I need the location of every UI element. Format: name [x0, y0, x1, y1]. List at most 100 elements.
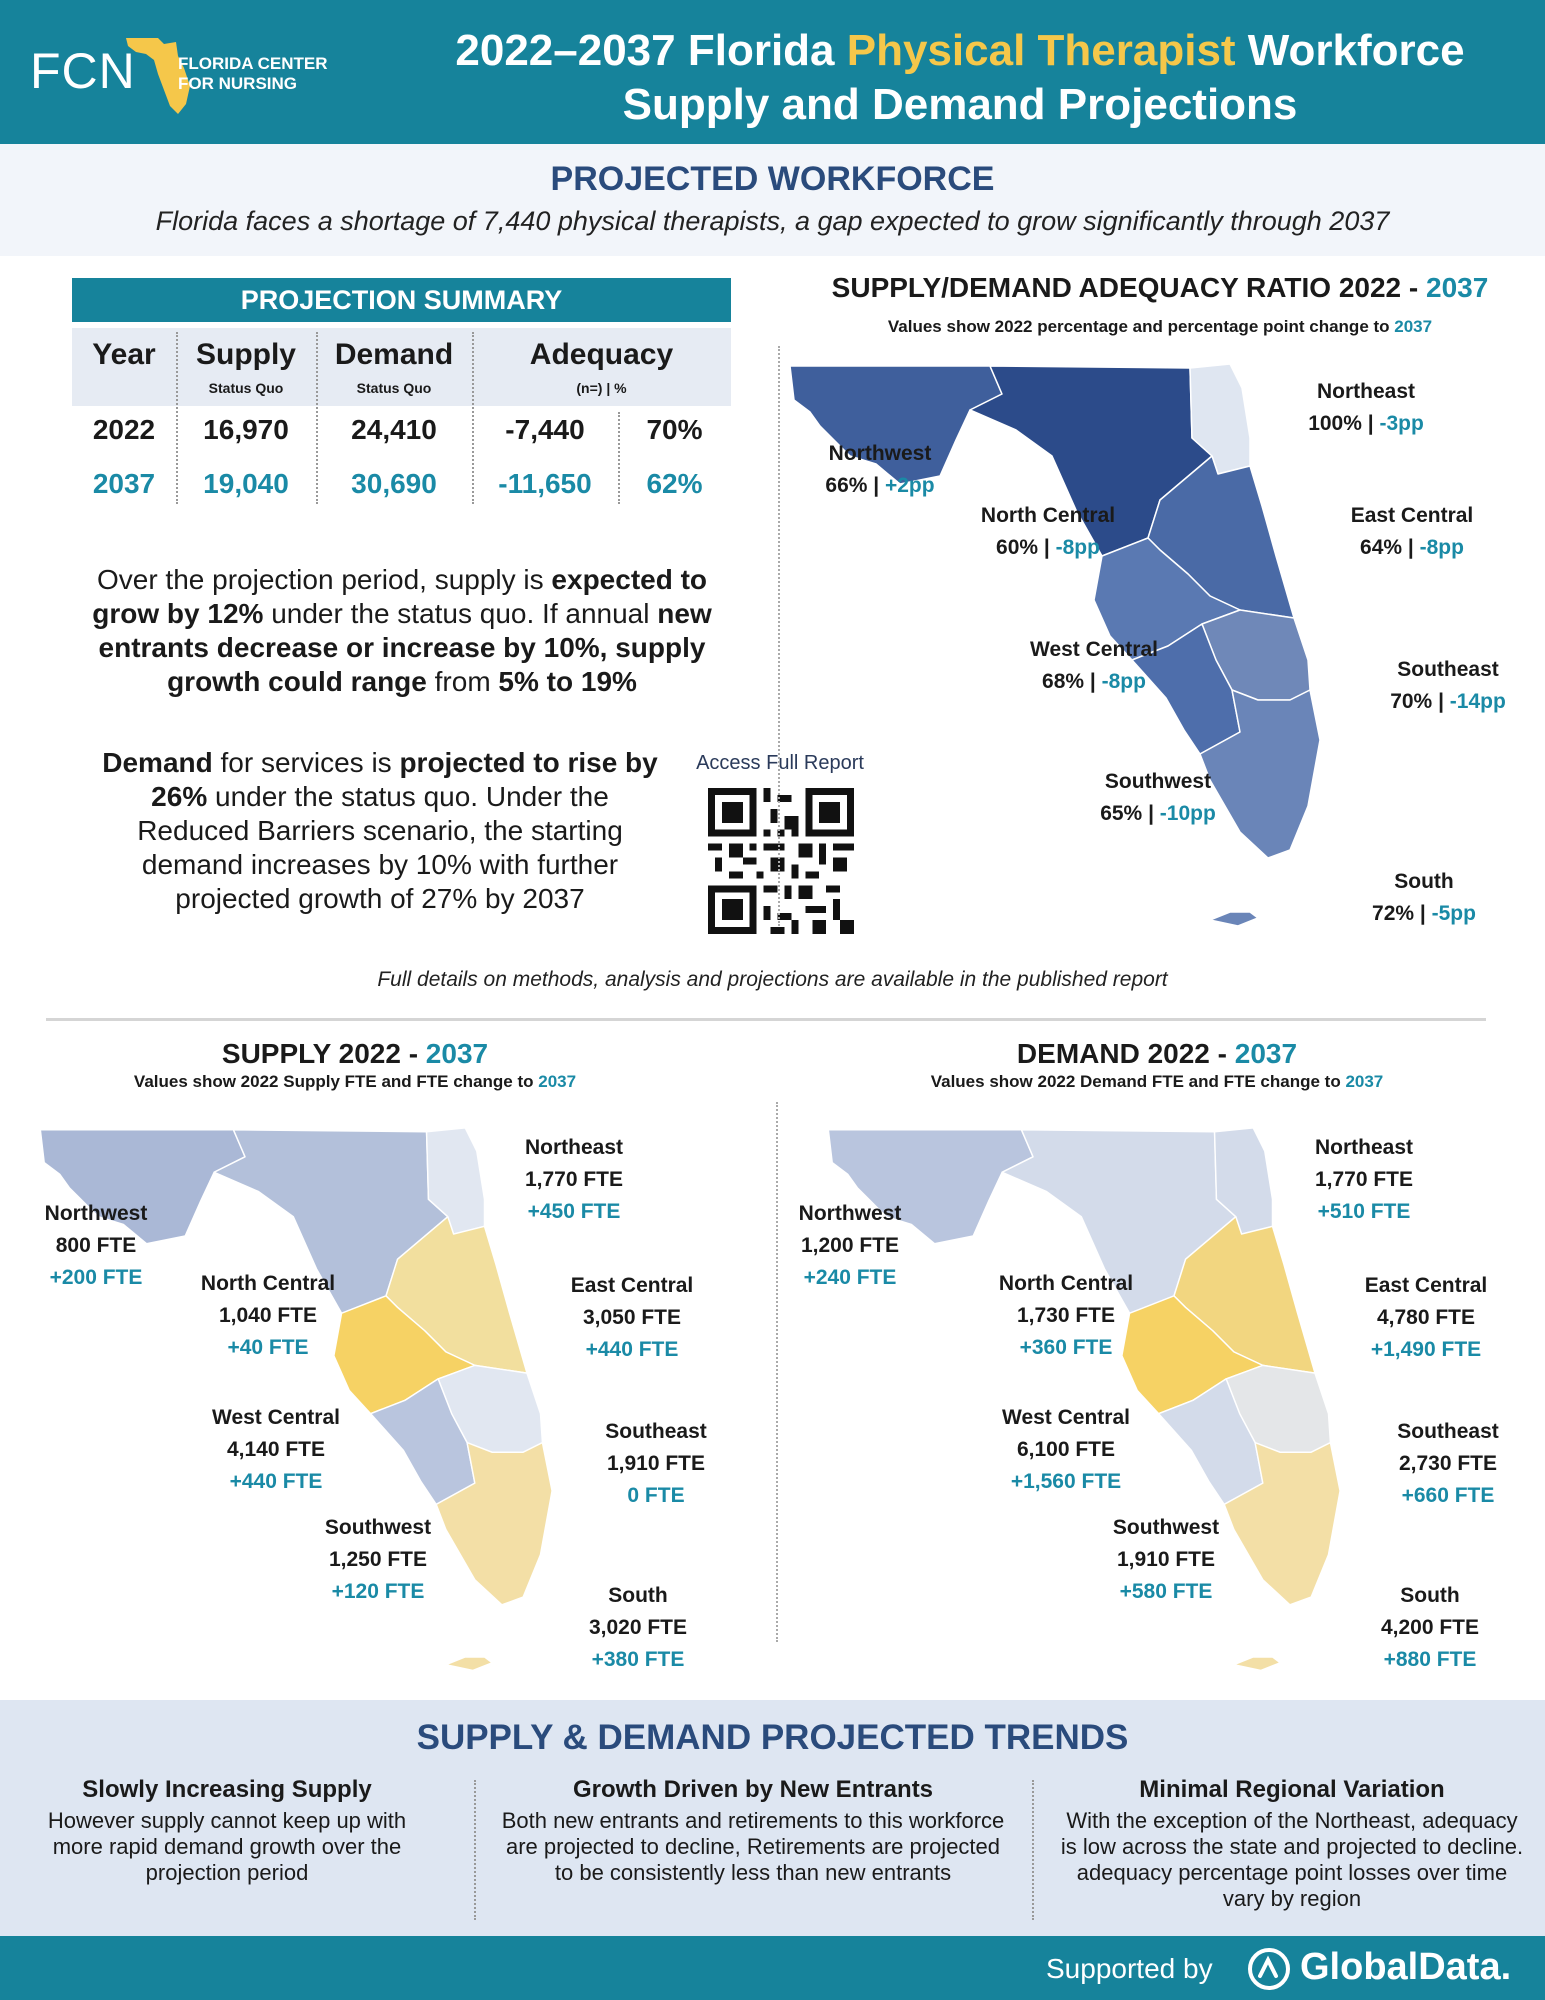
- region-label-southeast: Southeast 1,910 FTE 0 FTE: [576, 1416, 736, 1512]
- region-keys: [1209, 911, 1259, 927]
- divider: [474, 1780, 476, 1920]
- region-label-south: South 4,200 FTE +880 FTE: [1350, 1580, 1510, 1676]
- region-name: Southeast: [1397, 1420, 1499, 1443]
- demand-subtitle: Values show 2022 Demand FTE and FTE chan…: [862, 1072, 1452, 1092]
- region-change: +360 FTE: [1019, 1336, 1113, 1359]
- region-change: -8pp: [1419, 536, 1464, 559]
- region-value: 60% |: [996, 536, 1056, 559]
- table-cell: 16,970: [203, 414, 289, 445]
- footnote: Full details on methods, analysis and pr…: [377, 968, 1168, 991]
- qr-label: Access Full Report: [696, 752, 864, 774]
- region-name: Southwest: [1112, 1516, 1220, 1539]
- region-label-north-central: North Central 60% | -8pp: [968, 500, 1128, 564]
- region-change: +2pp: [884, 474, 935, 497]
- region-label-north-central: North Central 1,040 FTE +40 FTE: [188, 1268, 348, 1364]
- region-change: +40 FTE: [227, 1336, 309, 1359]
- trend-body: Both new entrants and retirements to thi…: [501, 1808, 1005, 1885]
- adequacy-map: [789, 363, 1321, 927]
- globaldata-logo-icon: [1248, 1948, 1290, 1990]
- region-name: North Central: [980, 504, 1116, 527]
- region-change: -10pp: [1159, 802, 1216, 825]
- region-value: 66% |: [825, 474, 885, 497]
- logo-line-1: FLORIDA CENTER: [178, 54, 328, 73]
- region-change: -8pp: [1055, 536, 1100, 559]
- header-adequacy: Adequacy: [529, 338, 674, 371]
- page-title-line-2: Supply and Demand Projections: [622, 80, 1298, 129]
- region-name: Northeast: [1314, 1136, 1414, 1159]
- region-name: West Central: [212, 1406, 340, 1429]
- adequacy-title-text: SUPPLY/DEMAND ADEQUACY RATIO 2022 -: [831, 272, 1427, 303]
- subheader-supply: Status Quo: [208, 380, 284, 396]
- region-change: +510 FTE: [1317, 1200, 1411, 1223]
- region-change: -8pp: [1101, 670, 1146, 693]
- divider: [778, 346, 780, 926]
- region-name: Northeast: [524, 1136, 624, 1159]
- region-south: [1223, 1441, 1341, 1606]
- region-value: 3,020 FTE: [588, 1616, 688, 1639]
- summary-header-bg: [72, 328, 731, 406]
- globaldata-brand[interactable]: GlobalData.: [1300, 1946, 1512, 1988]
- demand-map: [827, 1127, 1341, 1672]
- region-name: Southwest: [1104, 770, 1212, 793]
- title-highlight: Physical Therapist: [846, 26, 1236, 75]
- region-label-southwest: Southwest 1,910 FTE +580 FTE: [1086, 1512, 1246, 1608]
- region-change: +240 FTE: [803, 1266, 897, 1289]
- para-text: Over the projection period, supply is: [96, 564, 552, 595]
- supply-subtitle: Values show 2022 Supply FTE and FTE chan…: [60, 1072, 650, 1092]
- region-value: 4,140 FTE: [226, 1438, 326, 1461]
- region-label-northwest: Northwest 800 FTE +200 FTE: [16, 1198, 176, 1294]
- demand-paragraph: Demand for services is projected to rise…: [100, 746, 660, 916]
- adequacy-title: SUPPLY/DEMAND ADEQUACY RATIO 2022 - 2037: [790, 272, 1530, 304]
- qr-code-icon[interactable]: [708, 788, 854, 934]
- adequacy-subtitle: Values show 2022 percentage and percenta…: [790, 317, 1530, 337]
- region-name: West Central: [1030, 638, 1158, 661]
- region-label-southeast: Southeast 70% | -14pp: [1368, 654, 1528, 718]
- region-name: Southeast: [1397, 658, 1499, 681]
- region-value: 64% |: [1360, 536, 1420, 559]
- para-text: under the status quo. Under the Reduced …: [137, 781, 623, 914]
- region-label-east-central: East Central 3,050 FTE +440 FTE: [552, 1270, 712, 1366]
- page-title: 2022–2037 Florida Physical Therapist Wor…: [400, 26, 1520, 76]
- region-value: 3,050 FTE: [582, 1306, 682, 1329]
- region-change: +120 FTE: [331, 1580, 425, 1603]
- region-value: 65% |: [1100, 802, 1160, 825]
- table-cell: -7,440: [505, 414, 585, 445]
- region-label-south: South 3,020 FTE +380 FTE: [558, 1580, 718, 1676]
- trend-item: Slowly Increasing Supply However supply …: [20, 1776, 434, 1886]
- region-value: 100% |: [1308, 412, 1380, 435]
- region-value: 70% |: [1390, 690, 1450, 713]
- supply-map: [39, 1127, 553, 1672]
- supply-title: SUPPLY 2022 - 2037: [60, 1038, 650, 1070]
- logo: FCN FLORIDA CENTER FOR NURSING: [24, 30, 354, 116]
- region-label-northeast: Northeast 100% | -3pp: [1286, 376, 1446, 440]
- region-name: Northwest: [828, 442, 932, 465]
- adequacy-subtitle-text: Values show 2022 percentage and percenta…: [887, 317, 1395, 336]
- col-divider: [316, 332, 318, 504]
- summary-table: Year Supply Status Quo Demand Status Quo…: [72, 328, 731, 508]
- para-text: under the status quo. If annual: [263, 598, 658, 629]
- region-change: +440 FTE: [585, 1338, 679, 1361]
- supported-by-text: Supported by: [1046, 1953, 1213, 1984]
- supply-subtitle-year: 2037: [538, 1072, 577, 1091]
- header-year: Year: [92, 338, 156, 371]
- trend-body: With the exception of the Northeast, ade…: [1060, 1808, 1524, 1911]
- region-value: 1,910 FTE: [606, 1452, 706, 1475]
- subheader-demand: Status Quo: [356, 380, 432, 396]
- region-label-east-central: East Central 64% | -8pp: [1332, 500, 1492, 564]
- region-name: Southeast: [605, 1420, 707, 1443]
- region-label-west-central: West Central 6,100 FTE +1,560 FTE: [986, 1402, 1146, 1498]
- region-change: -5pp: [1431, 902, 1476, 925]
- summary-title: PROJECTION SUMMARY: [72, 278, 731, 322]
- section-divider: [46, 1018, 1486, 1021]
- supply-title-year: 2037: [425, 1038, 489, 1069]
- divider: [1032, 1780, 1034, 1920]
- region-change: -3pp: [1379, 412, 1424, 435]
- demand-subtitle-year: 2037: [1345, 1072, 1384, 1091]
- region-change: +1,560 FTE: [1010, 1470, 1122, 1493]
- para-text: from: [426, 666, 499, 697]
- region-change: +440 FTE: [229, 1470, 323, 1493]
- region-label-southwest: Southwest 1,250 FTE +120 FTE: [298, 1512, 458, 1608]
- trends-band: [0, 1700, 1545, 1936]
- title-pre: 2022–2037 Florida: [455, 26, 847, 75]
- table-cell: -11,650: [498, 468, 592, 499]
